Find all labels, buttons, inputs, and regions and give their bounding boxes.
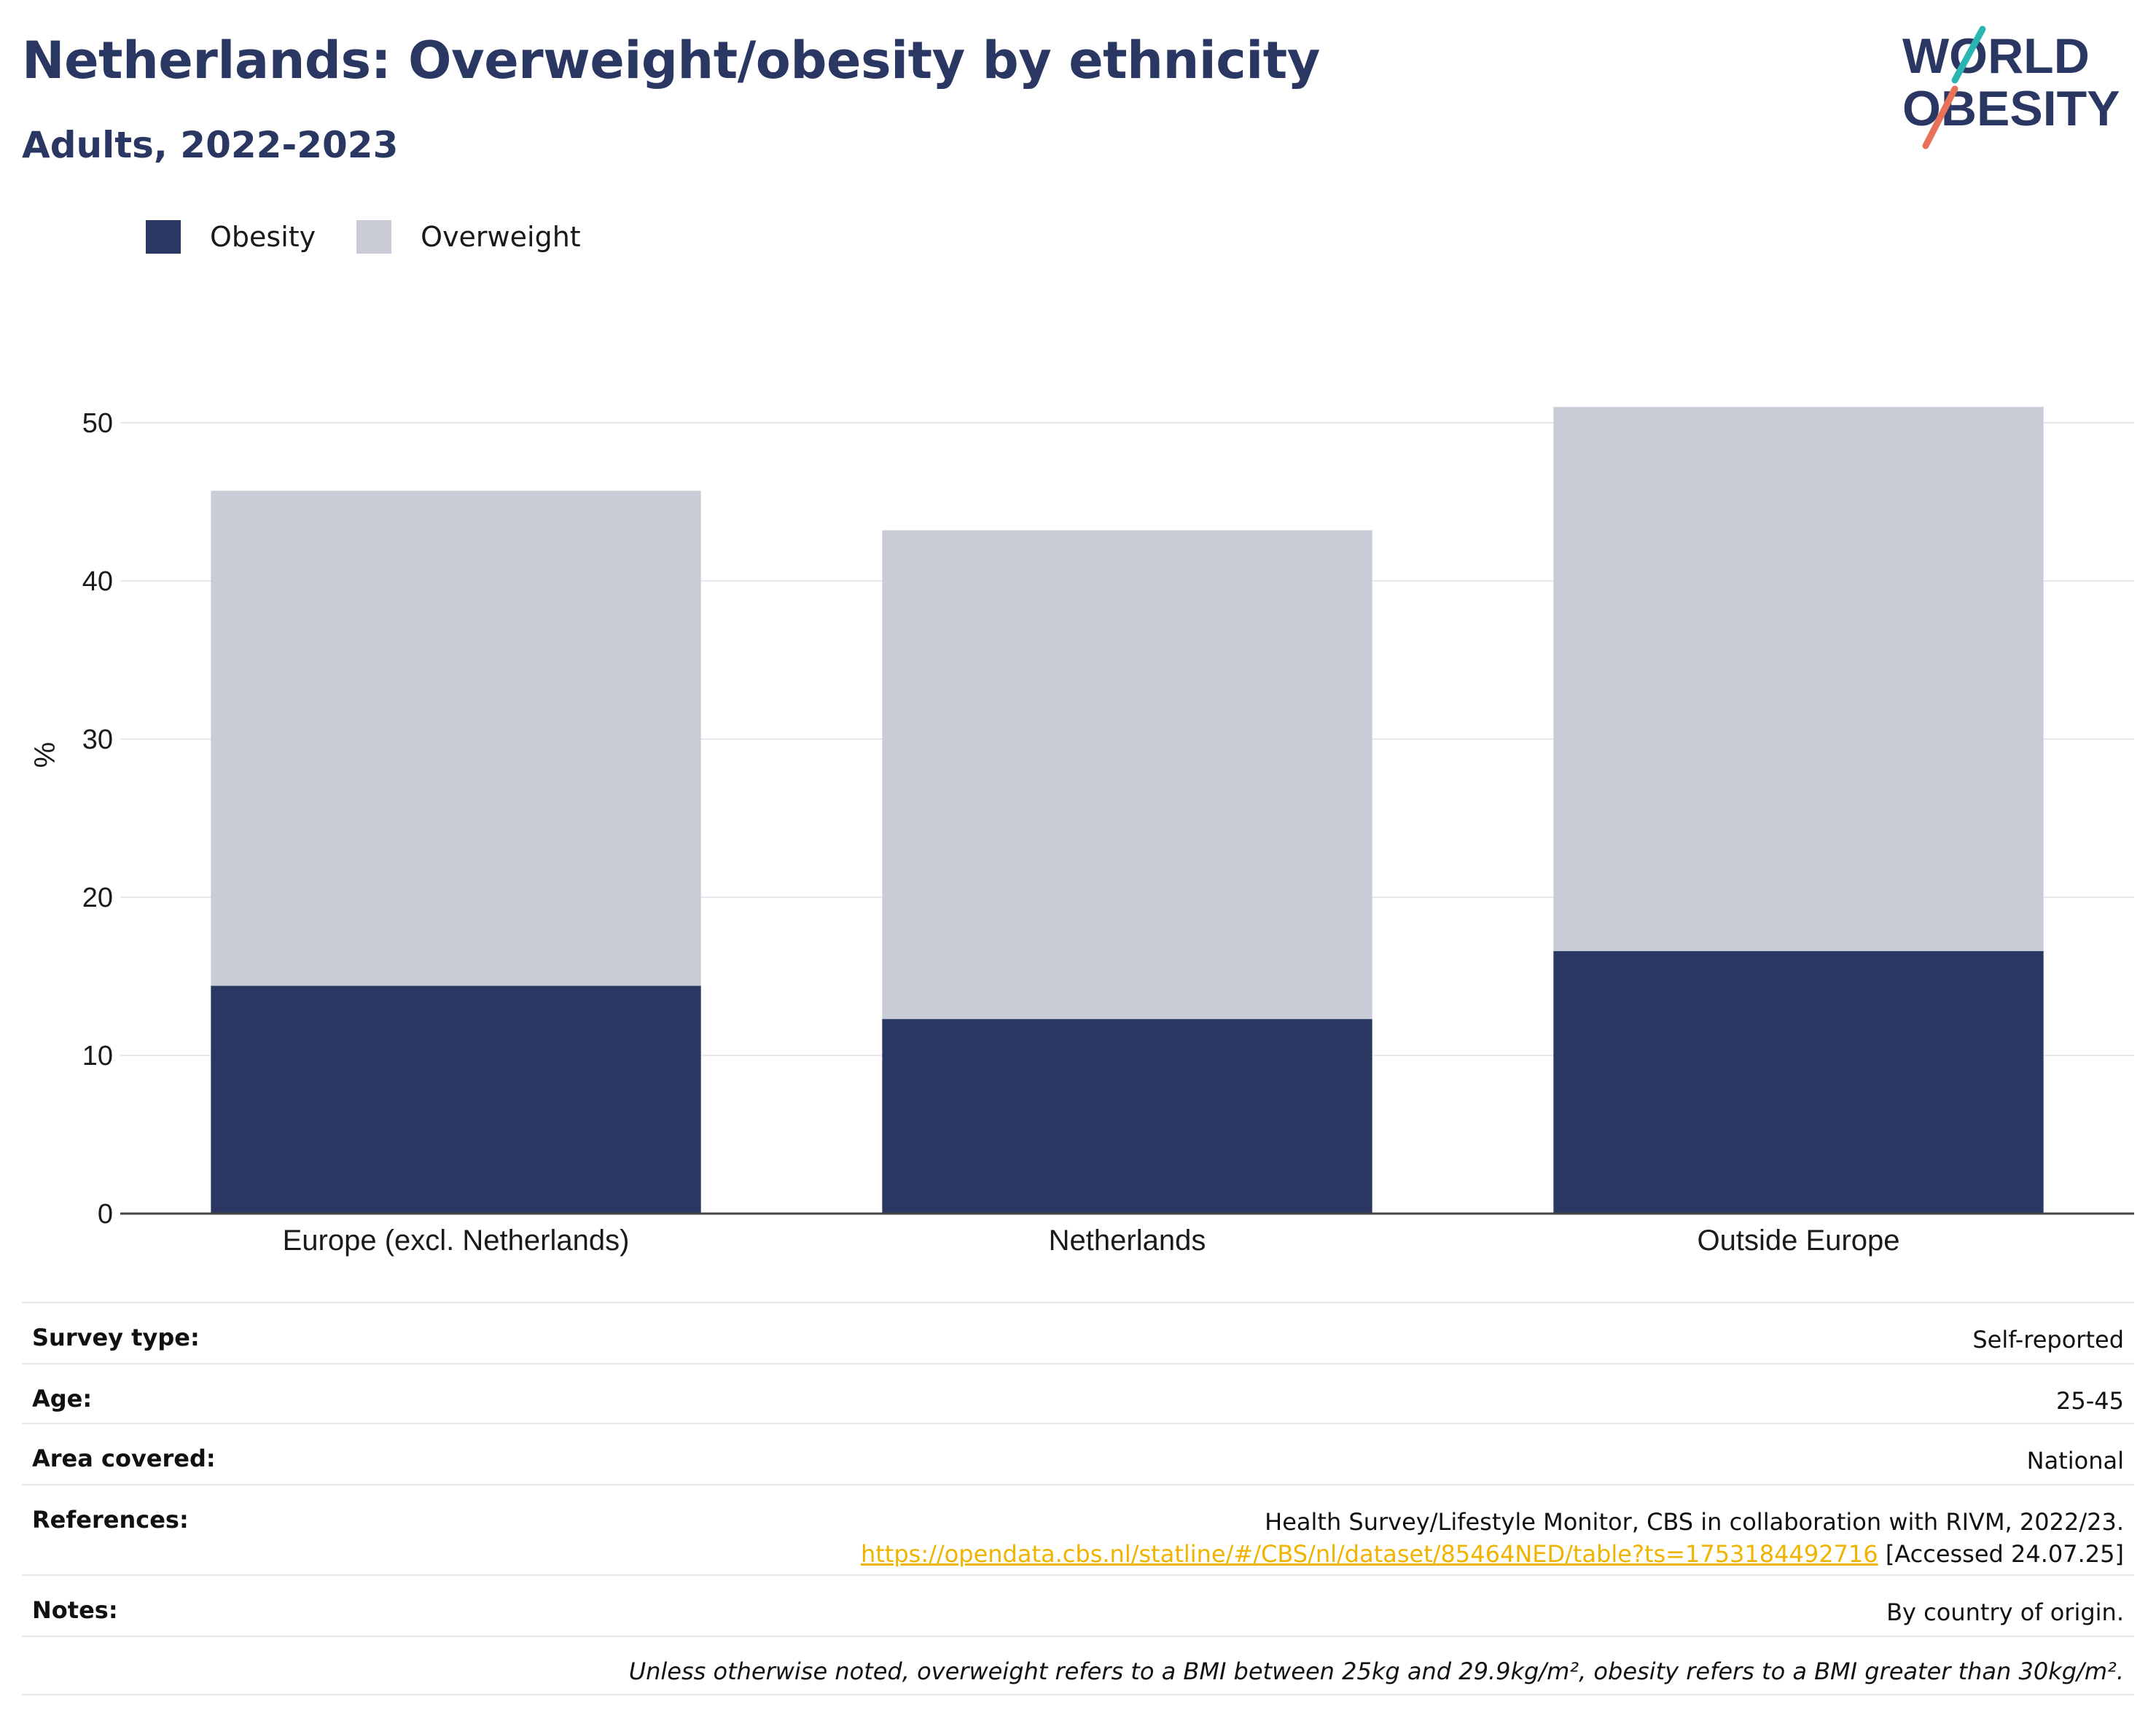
meta-value-references: Health Survey/Lifestyle Monitor, CBS in … (861, 1485, 2124, 1570)
bar-overweight-2 (1553, 407, 2044, 951)
y-tick-label: 30 (82, 725, 113, 755)
meta-key-survey-type: Survey type: (32, 1324, 200, 1351)
meta-value-notes: By country of origin. (1886, 1598, 2124, 1626)
logo-slash-bottom (1922, 85, 1958, 149)
legend-item-obesity: Obesity (146, 220, 316, 254)
meta-key-area-covered: Area covered: (32, 1445, 216, 1472)
meta-row-survey-type: Survey type: Self-reported (22, 1302, 2134, 1363)
meta-row-references: References: Health Survey/Lifestyle Moni… (22, 1484, 2134, 1574)
bar-overweight-0 (211, 491, 701, 986)
legend-swatch-obesity (146, 220, 181, 254)
bar-obesity-0 (211, 985, 701, 1214)
bmi-footnote: Unless otherwise noted, overweight refer… (22, 1636, 2134, 1695)
legend-label-obesity: Obesity (210, 221, 316, 253)
y-axis-label: % (29, 742, 61, 768)
bar-overweight-1 (882, 530, 1372, 1020)
legend-label-overweight: Overweight (421, 221, 581, 253)
world-obesity-logo: WORLD OBESITY (1902, 26, 2120, 149)
reference-accessed: [Accessed 24.07.25] (1878, 1540, 2124, 1568)
stacked-bar-chart: 0 10 20 30 40 50% Europe (excl. Netherlands) Ne… (29, 407, 2134, 1257)
x-tick-label: Outside Europe (1698, 1225, 1900, 1257)
meta-row-notes: Notes: By country of origin. (22, 1574, 2134, 1636)
reference-text: Health Survey/Lifestyle Monitor, CBS in … (1265, 1508, 2124, 1536)
legend-item-overweight: Overweight (356, 220, 581, 254)
bar-obesity-2 (1553, 950, 2044, 1214)
meta-row-area-covered: Area covered: National (22, 1423, 2134, 1484)
meta-value-area-covered: National (2026, 1447, 2124, 1475)
meta-key-notes: Notes: (32, 1596, 118, 1624)
chart-subtitle: Adults, 2022-2023 (22, 124, 399, 166)
meta-value-survey-type: Self-reported (1972, 1326, 2124, 1354)
meta-row-age: Age: 25-45 (22, 1363, 2134, 1423)
y-tick-label: 0 (98, 1199, 113, 1230)
bar-obesity-1 (882, 1019, 1372, 1214)
meta-key-references: References: (32, 1506, 189, 1534)
reference-link[interactable]: https://opendata.cbs.nl/statline/#/CBS/n… (860, 1540, 1878, 1568)
y-tick-label: 10 (82, 1041, 113, 1071)
y-tick-label: 50 (82, 408, 113, 439)
meta-key-age: Age: (32, 1385, 93, 1413)
meta-value-age: 25-45 (2056, 1387, 2124, 1415)
chart-legend: Obesity Overweight (146, 219, 622, 255)
y-tick-label: 20 (82, 883, 113, 913)
x-tick-label: Netherlands (1049, 1225, 1206, 1257)
legend-swatch-overweight (356, 220, 392, 254)
x-tick-label: Europe (excl. Netherlands) (283, 1225, 630, 1257)
logo-line1: WORLD (1902, 28, 2090, 84)
logo-slash-top (1951, 26, 1986, 84)
y-tick-label: 40 (82, 566, 113, 597)
metadata-table: Survey type: Self-reported Age: 25-45 Ar… (22, 1302, 2134, 1695)
chart-title: Netherlands: Overweight/obesity by ethni… (22, 31, 1320, 90)
